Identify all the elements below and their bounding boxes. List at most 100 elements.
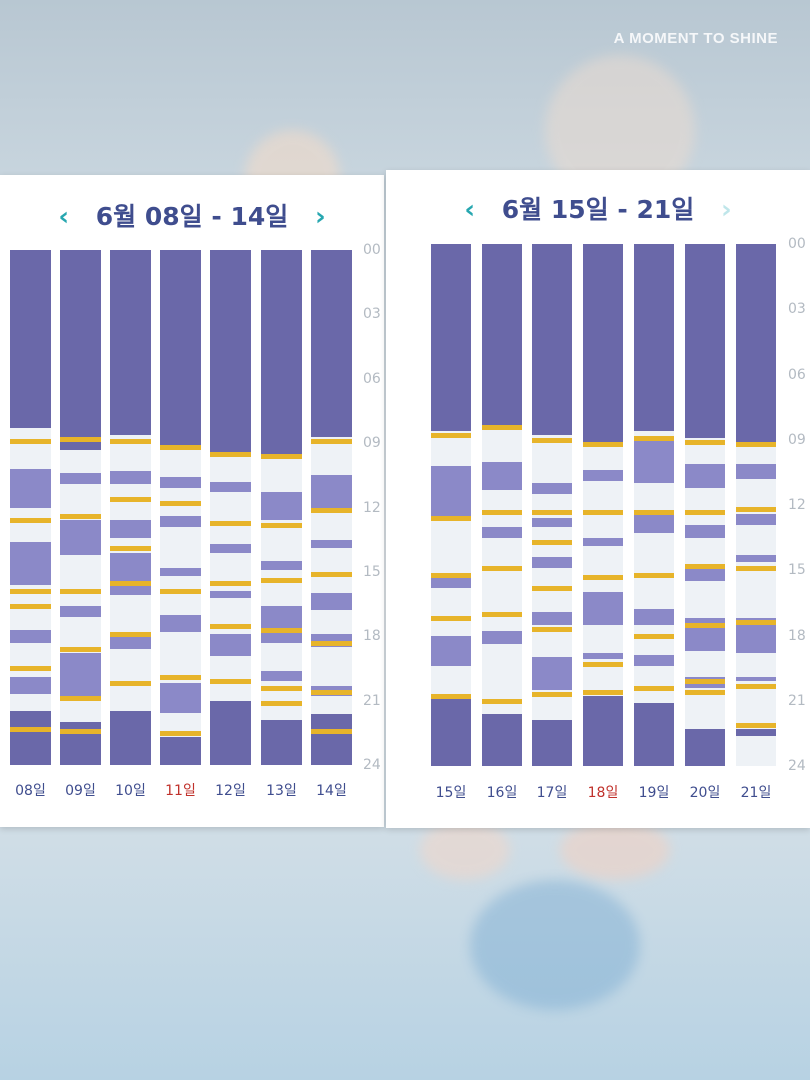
deep-sleep-block [583, 696, 623, 766]
wake-marker [210, 580, 251, 586]
wake-marker [482, 611, 522, 617]
light-sleep-block [110, 520, 151, 538]
hour-tick: 18 [788, 627, 806, 644]
day-column[interactable] [60, 250, 101, 765]
wake-marker [685, 690, 725, 696]
deep-sleep-block [482, 244, 522, 425]
deep-sleep-block [210, 250, 251, 452]
wake-marker [210, 451, 251, 457]
light-sleep-block [736, 513, 776, 525]
light-sleep-block [685, 565, 725, 582]
light-sleep-block [311, 539, 352, 549]
light-sleep-block [634, 655, 674, 666]
light-sleep-block [60, 520, 101, 555]
light-sleep-block [482, 461, 522, 490]
day-label: 18일 [587, 785, 619, 801]
wake-marker [110, 681, 151, 687]
hour-tick: 00 [788, 236, 806, 252]
week-title: 6월 08일 - 14일 [95, 202, 289, 231]
wake-marker [60, 647, 101, 653]
wake-marker [110, 632, 151, 638]
wake-marker [532, 692, 572, 698]
day-column[interactable] [261, 250, 302, 765]
wake-marker [311, 640, 352, 646]
light-sleep-block [736, 463, 776, 479]
day-column[interactable] [210, 250, 251, 765]
week-header: ‹ 6월 15일 - 21일 › [386, 190, 810, 226]
week-panel-2: ‹ 6월 15일 - 21일 › 00 03 06 09 12 15 18 21 24 15일 16… [386, 170, 810, 828]
light-sleep-block [10, 629, 51, 643]
light-sleep-block [634, 439, 674, 484]
light-sleep-block [431, 465, 471, 516]
day-label: 17일 [536, 785, 568, 801]
wake-marker [311, 690, 352, 696]
bokeh-light [560, 820, 670, 880]
wake-marker [482, 698, 522, 704]
next-week-chevron-right-icon[interactable]: › [314, 202, 326, 232]
light-sleep-block [160, 614, 201, 632]
day-column[interactable] [736, 244, 776, 766]
light-sleep-block [736, 676, 776, 682]
day-label: 11일 [165, 783, 196, 799]
prev-week-chevron-left-icon[interactable]: ‹ [464, 195, 476, 225]
wake-marker [431, 694, 471, 700]
wake-marker [736, 566, 776, 572]
wake-marker [311, 507, 352, 513]
wake-marker [60, 589, 101, 595]
deep-sleep-block [482, 713, 522, 766]
wake-marker [736, 507, 776, 513]
wake-marker [110, 546, 151, 552]
wake-marker [160, 445, 201, 451]
watermark: A MOMENT TO SHINE [613, 30, 778, 47]
deep-sleep-block [261, 250, 302, 454]
day-column[interactable] [482, 244, 522, 766]
light-sleep-block [634, 609, 674, 625]
wake-marker [110, 580, 151, 586]
wake-marker [10, 604, 51, 610]
deep-sleep-block [10, 711, 51, 765]
wake-marker [532, 509, 572, 515]
hour-tick: 12 [788, 497, 806, 513]
day-column[interactable] [160, 250, 201, 765]
wake-marker [160, 730, 201, 736]
day-label: 19일 [638, 785, 670, 801]
day-label: 08일 [15, 783, 46, 799]
wake-marker [634, 435, 674, 441]
hour-tick: 06 [788, 366, 806, 383]
light-sleep-block [532, 483, 572, 495]
hour-tick: 09 [788, 431, 806, 448]
light-sleep-block [685, 463, 725, 488]
wake-marker [261, 522, 302, 528]
light-sleep-block [482, 631, 522, 645]
day-column[interactable] [532, 244, 572, 766]
light-sleep-block [482, 526, 522, 538]
light-sleep-block [736, 555, 776, 562]
hour-tick: 15 [363, 563, 381, 580]
day-column[interactable] [685, 244, 725, 766]
day-column[interactable] [583, 244, 623, 766]
deep-sleep-block [736, 244, 776, 442]
day-column[interactable] [311, 250, 352, 765]
sleep-chart: 00 03 06 09 12 15 18 21 24 08일 09일 10일 11일 12일 13일 14일 [0, 242, 384, 799]
day-column[interactable] [634, 244, 674, 766]
wake-marker [10, 666, 51, 672]
prev-week-chevron-left-icon[interactable]: ‹ [58, 202, 70, 232]
wake-marker [110, 496, 151, 502]
light-sleep-block [10, 677, 51, 695]
day-column[interactable] [10, 250, 51, 765]
deep-sleep-block [311, 250, 352, 437]
wake-marker [482, 566, 522, 572]
wake-marker [685, 563, 725, 569]
hour-tick: 15 [788, 562, 806, 579]
wake-marker [160, 501, 201, 507]
deep-sleep-block [311, 713, 352, 765]
wake-marker [261, 454, 302, 459]
light-sleep-block [160, 567, 201, 577]
deep-sleep-block [532, 720, 572, 766]
day-column[interactable] [110, 250, 151, 765]
deep-sleep-block [634, 702, 674, 766]
wake-marker [10, 726, 51, 732]
day-column[interactable] [431, 244, 471, 766]
light-sleep-block [583, 652, 623, 660]
hour-tick: 18 [363, 628, 381, 645]
